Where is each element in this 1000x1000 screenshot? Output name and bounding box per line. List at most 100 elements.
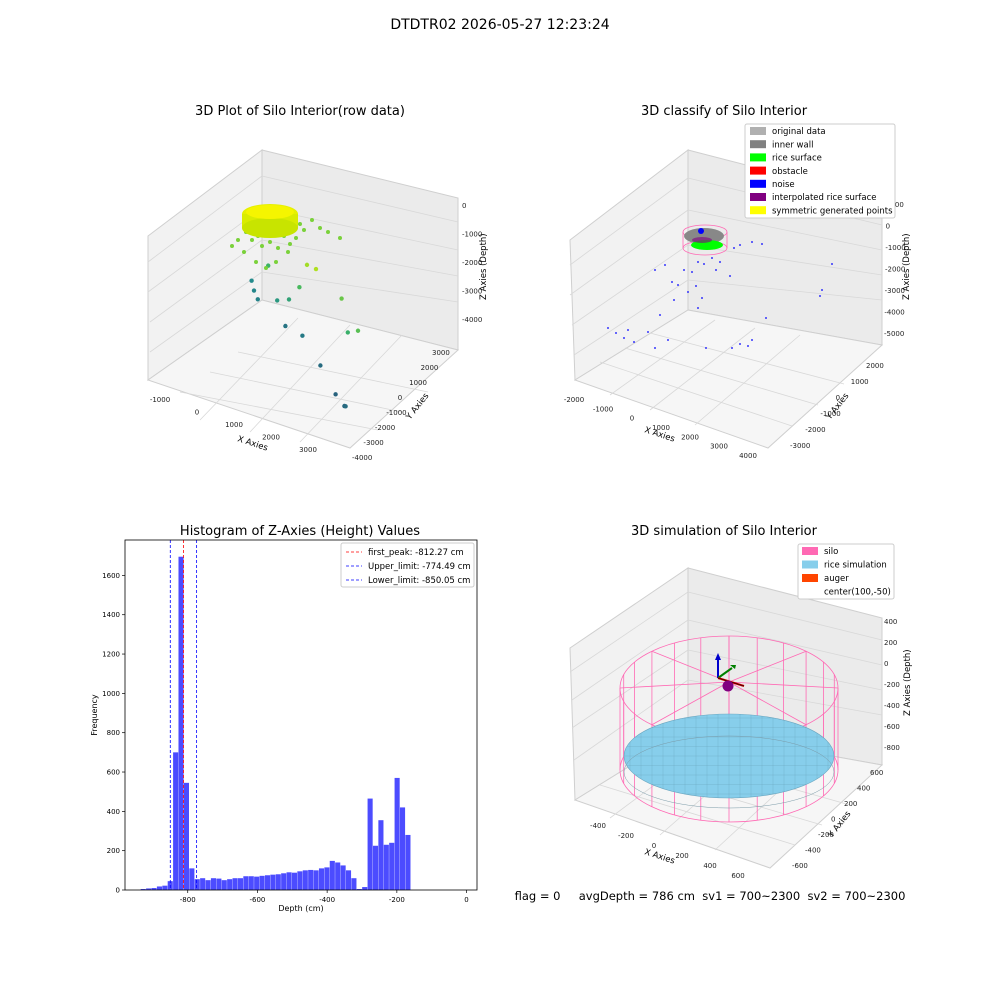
- legend-swatch: [750, 140, 766, 149]
- panel2-y-tick: -1000: [820, 410, 840, 418]
- legend-swatch: [750, 179, 766, 188]
- legend-label: auger: [824, 574, 849, 584]
- histogram-bar: [254, 876, 260, 890]
- legend-label: Upper_limit: -774.49 cm: [368, 562, 471, 572]
- panel1-y-tick: -3000: [363, 439, 383, 447]
- panel2-noise-point: [751, 339, 753, 341]
- panel1-point: [236, 238, 240, 242]
- panel4-xlabel: X Axies: [643, 847, 676, 866]
- panel1-point: [283, 323, 288, 329]
- panel2-y-tick: 0: [836, 394, 840, 402]
- y-tick-label: 1000: [102, 690, 120, 698]
- panel1-point: [288, 242, 292, 246]
- panel1-zlabel: Z Axies (Depth): [479, 233, 489, 300]
- histogram-bar: [351, 878, 357, 890]
- panel1-point: [264, 266, 268, 270]
- y-tick-label: 1400: [102, 611, 120, 619]
- panel4-y-tick: -400: [805, 847, 821, 855]
- panel2-noise-cluster: [698, 228, 704, 234]
- figure-suptitle: DTDTR02 2026-05-27 12:23:24: [390, 17, 610, 33]
- panel4-y-tick: 200: [844, 800, 857, 808]
- legend-swatch: [802, 547, 818, 555]
- histogram-bar: [367, 798, 373, 890]
- panel1-point: [318, 363, 323, 368]
- histogram-bar: [356, 889, 362, 890]
- legend-label: silo: [824, 547, 838, 557]
- panel1-point: [242, 250, 246, 254]
- panel2-noise-points: [607, 241, 833, 349]
- histogram-xlabel: Depth (cm): [278, 904, 323, 913]
- panel2-noise-point: [615, 332, 617, 334]
- panel4-x-tick: 0: [652, 842, 656, 850]
- histogram-bar: [140, 889, 146, 890]
- histogram-bar: [156, 886, 162, 890]
- panel4-y-tick: -200: [818, 831, 834, 839]
- panel2-title: 3D classify of Silo Interior: [640, 104, 808, 119]
- y-tick-label: 1200: [102, 651, 120, 659]
- panel4-y-tick: -600: [792, 862, 808, 870]
- panel1-point: [260, 244, 264, 248]
- histogram-bar: [216, 878, 222, 890]
- histogram-bar: [275, 874, 281, 890]
- x-tick-label: -400: [319, 896, 335, 904]
- panel3-title: Histogram of Z-Axies (Height) Values: [179, 524, 421, 539]
- panel1-point: [345, 330, 350, 335]
- panel1-point: [286, 250, 290, 254]
- histogram-bar: [178, 556, 184, 890]
- histogram-bar: [383, 844, 389, 890]
- panel4-tick-labels: -400-2000200400600-600-400-2000200400600…: [590, 618, 900, 880]
- panel1-point: [294, 236, 298, 240]
- panel4-rice-underside: [623, 735, 835, 809]
- panel2-noise-point: [659, 314, 661, 316]
- panel2-z-tick: -3000: [885, 287, 905, 295]
- panel2-noise-point: [819, 295, 821, 297]
- panel1-dense-cylinder-cap: [246, 205, 294, 219]
- panel2-x-tick: 4000: [739, 452, 757, 460]
- panel2-noise-point: [751, 241, 753, 243]
- panel1-3d-axes: -10000100020003000-4000-3000-2000-100001…: [146, 148, 489, 462]
- histogram-bar: [308, 869, 314, 890]
- histogram-bar: [318, 868, 325, 890]
- panel1-point: [333, 392, 338, 397]
- panel4-y-tick: 0: [831, 816, 835, 824]
- histogram-bar: [259, 875, 265, 890]
- panel4-z-tick: -600: [884, 723, 900, 731]
- panel4-rice-mesh: [624, 714, 834, 798]
- panel1-point: [286, 297, 292, 302]
- panel2-noise-point: [633, 341, 635, 343]
- panel2-y-tick: -2000: [805, 426, 825, 434]
- status-footer: flag = 0 avgDepth = 786 cm sv1 = 700~230…: [514, 889, 906, 903]
- panel2-noise-point: [747, 345, 749, 347]
- panel4-x-tick: -200: [618, 832, 634, 840]
- panel1-x-tick: 0: [195, 409, 199, 417]
- panel1-z-tick: 0: [462, 202, 466, 210]
- panel2-noise-point: [697, 261, 699, 263]
- panel1-point: [254, 260, 258, 264]
- panel2-noise-point: [701, 297, 703, 299]
- panel4-z-tick: -800: [884, 744, 900, 752]
- panel1-point: [230, 244, 234, 248]
- panel1-x-tick: -1000: [150, 396, 170, 404]
- histogram-bar: [345, 870, 352, 890]
- panel1-y-tick: 1000: [409, 379, 427, 387]
- panel2-noise-point: [761, 243, 763, 245]
- panel2-noise-point: [715, 269, 717, 271]
- panel2-noise-point: [673, 299, 675, 301]
- histogram-bar: [286, 872, 292, 890]
- x-tick-label: -800: [180, 896, 196, 904]
- panel1-point: [251, 288, 257, 293]
- histogram-frame: [124, 539, 478, 891]
- x-tick-label: 0: [464, 896, 468, 904]
- legend-label: first_peak: -812.27 cm: [368, 548, 464, 558]
- panel1-point: [250, 238, 254, 242]
- y-tick-label: 1600: [102, 572, 120, 580]
- y-tick-label: 200: [107, 847, 120, 855]
- histogram-bar: [329, 860, 335, 890]
- legend-label: Lower_limit: -850.05 cm: [368, 576, 470, 586]
- panel1-point: [355, 328, 361, 333]
- legend-label: original data: [772, 127, 826, 137]
- panel1-points: [230, 218, 361, 409]
- panel2-y-tick: 2000: [866, 362, 884, 370]
- panel1-y-tick: 0: [398, 394, 402, 402]
- panel4-x-tick: -400: [590, 822, 606, 830]
